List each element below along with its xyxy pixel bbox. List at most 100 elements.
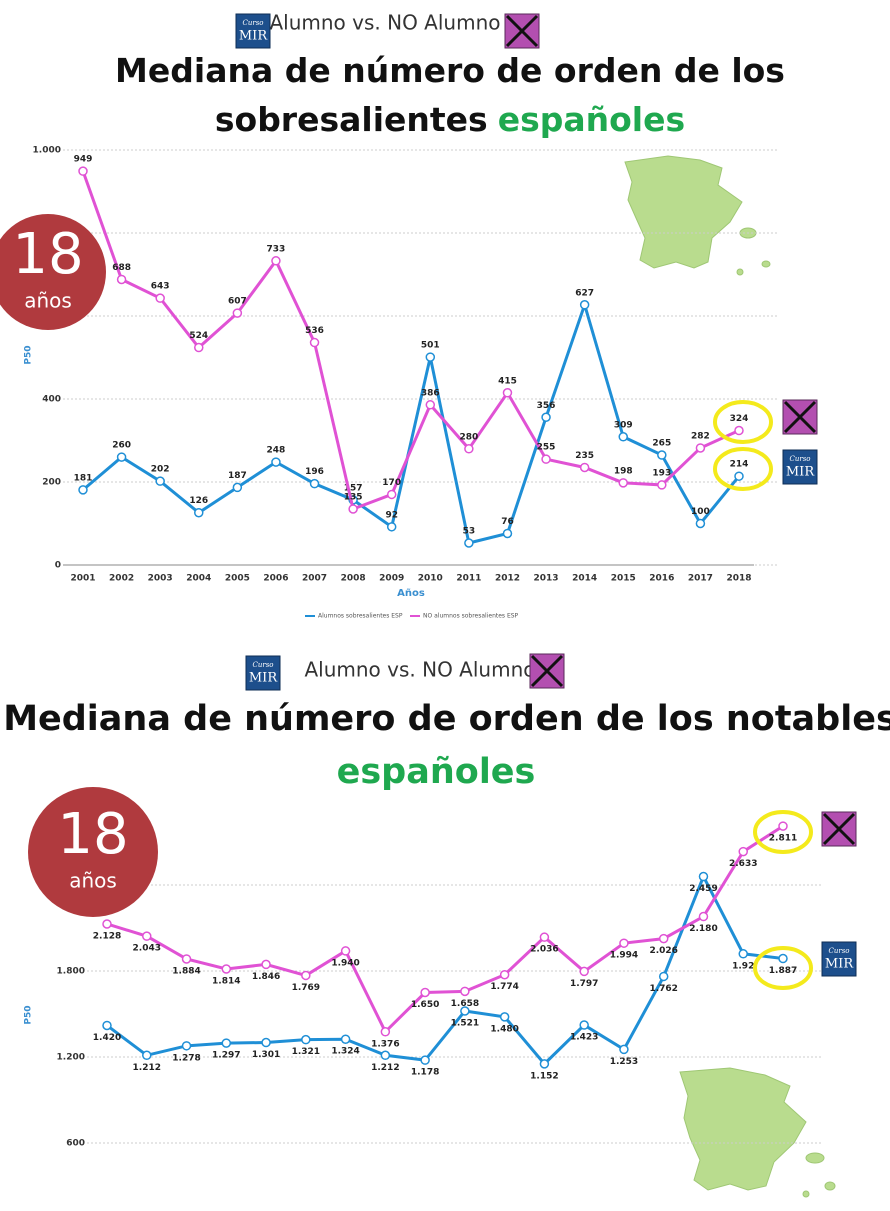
data-label: 1.887 — [769, 966, 797, 976]
x-tick-label: 2007 — [302, 574, 327, 584]
data-point — [657, 450, 667, 460]
data-label: 1.423 — [570, 1033, 598, 1043]
x-axis-label: Años — [397, 588, 425, 599]
no-alumno-logo — [782, 399, 818, 435]
data-label: 1.884 — [172, 966, 200, 976]
badge-number: 18 — [12, 222, 83, 287]
data-label: 1.278 — [172, 1053, 200, 1063]
data-label: 1.324 — [331, 1047, 359, 1057]
data-point — [420, 987, 430, 998]
data-label: 1.152 — [530, 1071, 558, 1081]
data-label: 181 — [74, 473, 93, 483]
data-point — [539, 932, 550, 942]
y-tick-label: 1.000 — [33, 146, 61, 156]
data-point — [340, 1034, 351, 1044]
data-label: 1.846 — [252, 972, 280, 982]
highlight-ring — [713, 400, 773, 444]
cross — [505, 14, 539, 48]
data-point — [618, 478, 628, 488]
y-tick-label: 1.200 — [57, 1053, 85, 1063]
data-point — [464, 444, 474, 454]
data-point — [340, 946, 351, 956]
x-tick-label: 2011 — [456, 574, 481, 584]
data-point — [271, 256, 281, 266]
data-point — [181, 954, 192, 964]
logo-text: MIR — [239, 29, 268, 44]
mir-logo: Curso MIR — [782, 449, 818, 485]
data-label: 1.253 — [610, 1057, 638, 1067]
no-alumno-logo — [504, 13, 540, 49]
data-point — [78, 166, 88, 176]
x-tick-label: 2002 — [109, 574, 134, 584]
data-point — [502, 388, 513, 398]
series-line — [106, 824, 784, 1035]
data-point — [348, 504, 358, 514]
data-label: 265 — [652, 439, 671, 449]
data-label: 202 — [151, 465, 170, 475]
data-point — [261, 1037, 271, 1048]
header: Alumno vs. NO Alumno — [304, 658, 535, 682]
logo-box — [782, 449, 818, 485]
data-point — [232, 308, 243, 318]
data-point — [425, 352, 436, 362]
logo-text: MIR — [786, 465, 815, 480]
data-point — [78, 485, 88, 495]
y-tick-label: 1.800 — [57, 967, 85, 977]
data-point — [301, 1034, 311, 1045]
x-tick-label: 2017 — [688, 574, 713, 584]
data-label: 2.043 — [133, 944, 161, 954]
data-point — [579, 300, 590, 310]
data-point — [579, 966, 589, 977]
chart-title: Mediana de número de orden de los notabl… — [3, 699, 890, 739]
data-point — [658, 933, 669, 944]
data-point — [619, 938, 629, 948]
x-tick-label: 2008 — [341, 574, 366, 584]
x-tick-label: 2004 — [186, 574, 211, 584]
x-tick-label: 2012 — [495, 574, 520, 584]
data-point — [155, 476, 165, 486]
data-label: 198 — [614, 466, 633, 476]
data-point — [695, 443, 706, 453]
data-label: 1.762 — [649, 984, 677, 994]
data-point — [579, 462, 590, 473]
data-label: 92 — [385, 510, 398, 520]
badge-unit: años — [69, 869, 117, 893]
data-label: 1.301 — [252, 1050, 280, 1060]
highlight-ring — [753, 810, 813, 854]
data-point — [698, 871, 709, 882]
data-label: 76 — [501, 517, 514, 527]
y-tick-label: 400 — [42, 395, 61, 405]
data-point — [738, 846, 748, 857]
data-point — [539, 1059, 550, 1069]
no-alumno-logo — [821, 811, 857, 847]
data-label: 157 — [344, 483, 363, 493]
data-label: 688 — [112, 263, 131, 273]
data-label: 2.036 — [530, 945, 558, 955]
data-point — [116, 452, 127, 462]
data-point — [155, 293, 165, 303]
data-label: 2.633 — [729, 859, 757, 869]
data-label: 1.774 — [490, 982, 518, 992]
age-badge — [28, 787, 158, 917]
data-point — [541, 454, 551, 464]
data-label: 1.797 — [570, 979, 598, 989]
data-point — [116, 274, 127, 285]
logo-text: Curso — [828, 947, 849, 955]
data-point — [460, 1006, 470, 1016]
data-label: 1.92 — [732, 961, 754, 971]
data-label: 1.212 — [371, 1063, 399, 1073]
data-label: 126 — [189, 496, 208, 506]
x-tick-label: 2016 — [649, 574, 674, 584]
data-point — [579, 1020, 589, 1030]
data-point — [502, 528, 513, 539]
data-point — [420, 1055, 430, 1065]
logo-box — [821, 941, 857, 977]
data-point — [232, 482, 243, 493]
badge-unit: años — [24, 289, 72, 313]
data-label: 1.321 — [292, 1047, 320, 1057]
data-label: 248 — [267, 446, 286, 456]
y-axis-label: P50 — [24, 345, 34, 364]
data-point — [142, 931, 152, 941]
data-point — [734, 471, 744, 481]
highlight-ring — [713, 447, 773, 491]
